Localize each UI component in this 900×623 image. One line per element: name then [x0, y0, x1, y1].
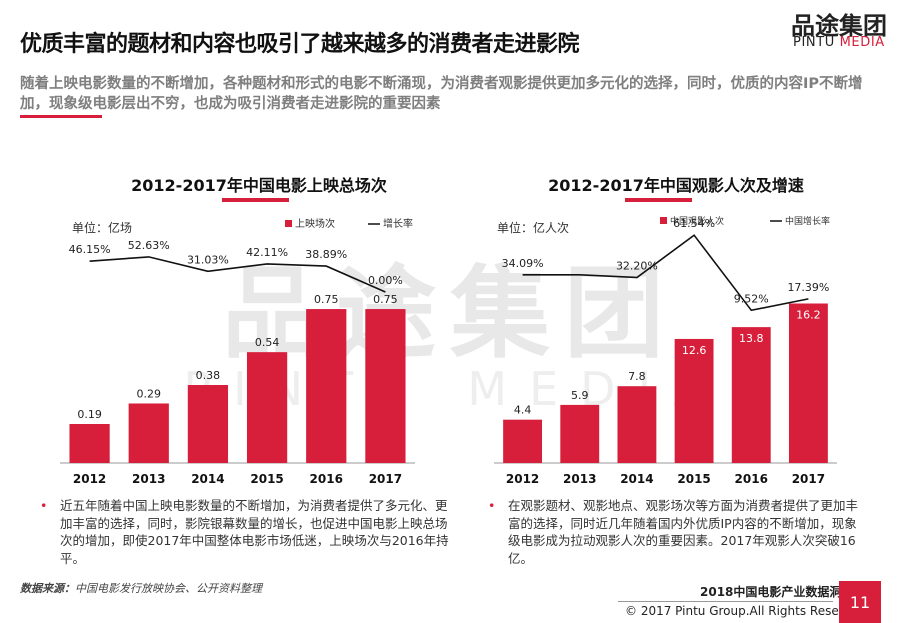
right-x-tick-2013: 2013	[563, 472, 596, 486]
left-line-label-2014: 31.03%	[187, 253, 229, 266]
left-line-label-2016: 38.89%	[305, 248, 347, 261]
left-line-label-2017: 0.00%	[368, 274, 403, 287]
right-x-tick-2012: 2012	[506, 472, 539, 486]
right-bar-2017	[788, 303, 828, 463]
left-x-tick-2015: 2015	[250, 472, 283, 486]
left-x-tick-2016: 2016	[310, 472, 343, 486]
left-bar-2013	[128, 403, 169, 463]
left-chart-title: 2012-2017年中国电影上映总场次	[131, 176, 387, 195]
left-chart-unit: 单位：亿场	[72, 221, 133, 235]
right-line-label-2012: 34.09%	[502, 257, 544, 270]
left-x-tick-2013: 2013	[132, 472, 165, 486]
footer-divider	[618, 601, 833, 602]
left-bullet: • 近五年随着中国上映电影数量的不断增加，为消费者提供了多元化、更加丰富的选择，…	[40, 497, 452, 567]
page-number: 11	[839, 581, 881, 623]
subtitle-underline	[20, 115, 102, 118]
right-bar-label-2013: 5.9	[571, 389, 589, 402]
left-bar-2016	[306, 309, 347, 463]
right-bar-label-2012: 4.4	[514, 404, 532, 417]
left-x-tick-2017: 2017	[369, 472, 402, 486]
left-bar-2017	[365, 309, 406, 463]
bullet-dot: •	[488, 498, 496, 513]
right-x-tick-2014: 2014	[620, 472, 653, 486]
right-legend-label-bars: 中国观影人次	[670, 215, 724, 227]
right-bar-2013	[560, 404, 600, 463]
left-growth-line	[89, 256, 386, 293]
right-bar-label-2014: 7.8	[628, 370, 646, 383]
left-chart-title-underline	[222, 198, 289, 202]
logo-en: PINTU MEDIA	[793, 35, 885, 50]
page-subtitle: 随着上映电影数量的不断增加，各种题材和形式的电影不断涌现，为消费者观影提供更加多…	[20, 76, 863, 112]
data-source-text: 中国电影发行放映协会、公开资料整理	[75, 582, 262, 595]
left-bar-label-2015: 0.54	[255, 336, 280, 349]
left-legend-swatch-bars	[285, 220, 292, 227]
left-bar-label-2013: 0.29	[137, 387, 162, 400]
left-bar-label-2017: 0.75	[373, 293, 398, 306]
right-bar-label-2017: 16.2	[796, 308, 821, 321]
right-line-label-2016: 9.52%	[734, 292, 769, 305]
right-x-tick-2015: 2015	[677, 472, 710, 486]
left-bar-label-2012: 0.19	[77, 408, 102, 421]
left-legend-label-bars: 上映场次	[295, 217, 335, 230]
copyright: © 2017 Pintu Group.All Rights Reserved.	[625, 604, 870, 618]
right-line-label-2014: 32.20%	[616, 260, 658, 273]
left-bar-2012	[69, 424, 110, 463]
left-x-tick-2014: 2014	[191, 472, 224, 486]
right-growth-line	[522, 234, 809, 312]
right-bar-label-2015: 12.6	[682, 344, 707, 357]
left-bar-2014	[187, 385, 229, 463]
right-chart-title: 2012-2017年中国观影人次及增速	[548, 176, 804, 195]
data-source-label: 数据来源：	[20, 582, 75, 595]
left-bar-label-2016: 0.75	[314, 293, 339, 306]
right-legend-swatch-bars	[660, 217, 667, 224]
right-bar-label-2016: 13.8	[739, 332, 764, 345]
logo-cn: 品途集团	[791, 12, 887, 40]
data-source: 数据来源：中国电影发行放映协会、公开资料整理	[20, 580, 262, 596]
left-bar-label-2014: 0.38	[196, 369, 221, 382]
left-bullet-text: 近五年随着中国上映电影数量的不断增加，为消费者提供了多元化、更加丰富的选择，同时…	[60, 498, 449, 566]
bullet-dot: •	[40, 498, 48, 513]
right-chart-title-underline	[625, 198, 692, 202]
right-bullet-text: 在观影题材、观影地点、观影场次等方面为消费者提供了更加丰富的选择，同时近几年随着…	[508, 498, 859, 566]
right-x-tick-2017: 2017	[792, 472, 825, 486]
left-x-tick-2012: 2012	[73, 472, 106, 486]
right-bar-2012	[503, 419, 543, 463]
logo-en-prefix: PINTU	[793, 35, 840, 50]
right-chart-unit: 单位：亿人次	[497, 221, 570, 235]
right-line-label-2015: 61.54%	[673, 217, 715, 230]
page-title: 优质丰富的题材和内容也吸引了越来越多的消费者走进影院	[20, 32, 580, 57]
right-legend-label-line: 中国增长率	[785, 215, 830, 227]
left-bar-2015	[246, 352, 288, 463]
right-x-tick-2016: 2016	[735, 472, 768, 486]
right-bar-2015	[674, 338, 714, 463]
footer-report-title: 2018中国电影产业数据洞察	[700, 585, 854, 599]
right-line-label-2017: 17.39%	[787, 281, 829, 294]
left-legend-label-line: 增长率	[383, 217, 413, 230]
left-line-label-2012: 46.15%	[69, 243, 111, 256]
right-bar-2016	[731, 327, 771, 463]
logo-en-media: MEDIA	[839, 35, 885, 50]
left-line-label-2013: 52.63%	[128, 239, 170, 252]
left-line-label-2015: 42.11%	[246, 246, 288, 259]
right-bullet: • 在观影题材、观影地点、观影场次等方面为消费者提供了更加丰富的选择，同时近几年…	[488, 497, 868, 567]
right-bar-2014	[617, 386, 657, 463]
